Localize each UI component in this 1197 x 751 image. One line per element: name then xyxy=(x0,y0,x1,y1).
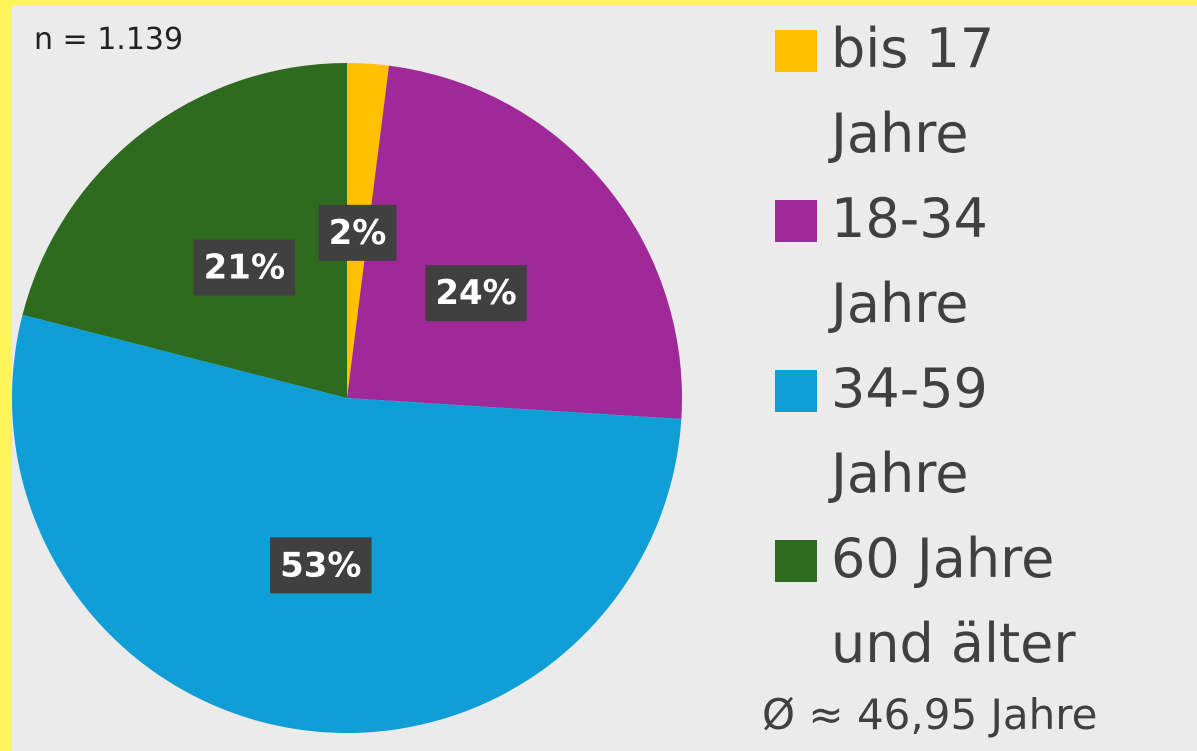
data-label: 21% xyxy=(193,239,296,296)
legend-label: 18-34 Jahre xyxy=(831,187,988,335)
sample-size: n = 1.139 xyxy=(34,22,184,57)
legend-item: 60 Jahre und älter xyxy=(775,516,1131,686)
data-label: 2% xyxy=(318,204,397,261)
average-note: Ø ≈ 46,95 Jahre xyxy=(762,690,1098,739)
pie-slice xyxy=(22,63,348,398)
data-label-text: 2% xyxy=(329,213,387,253)
legend-swatch xyxy=(775,540,817,582)
data-label-text: 21% xyxy=(204,248,285,288)
legend-item: 18-34 Jahre xyxy=(775,176,1131,346)
legend-swatch xyxy=(775,30,817,72)
legend-item: 34-59 Jahre xyxy=(775,346,1131,516)
data-label-text: 53% xyxy=(280,545,361,585)
data-label-box xyxy=(425,265,527,322)
legend-swatch xyxy=(775,370,817,412)
legend-item: bis 17 Jahre xyxy=(775,6,1131,176)
data-label: 24% xyxy=(425,265,527,322)
legend: bis 17 Jahre 18-34 Jahre 34-59 Jahre 60 Jah… xyxy=(775,6,1131,686)
data-label-box xyxy=(318,204,397,261)
data-label-text: 24% xyxy=(435,273,516,313)
data-label-box xyxy=(270,537,372,594)
pie-slice xyxy=(11,314,682,734)
data-label: 53% xyxy=(270,537,372,594)
data-label-box xyxy=(193,239,296,296)
legend-label: bis 17 Jahre xyxy=(831,17,995,165)
legend-label: 60 Jahre und älter xyxy=(831,527,1076,675)
legend-label: 34-59 Jahre xyxy=(831,357,988,505)
legend-swatch xyxy=(775,200,817,242)
pie-slice xyxy=(347,65,682,420)
